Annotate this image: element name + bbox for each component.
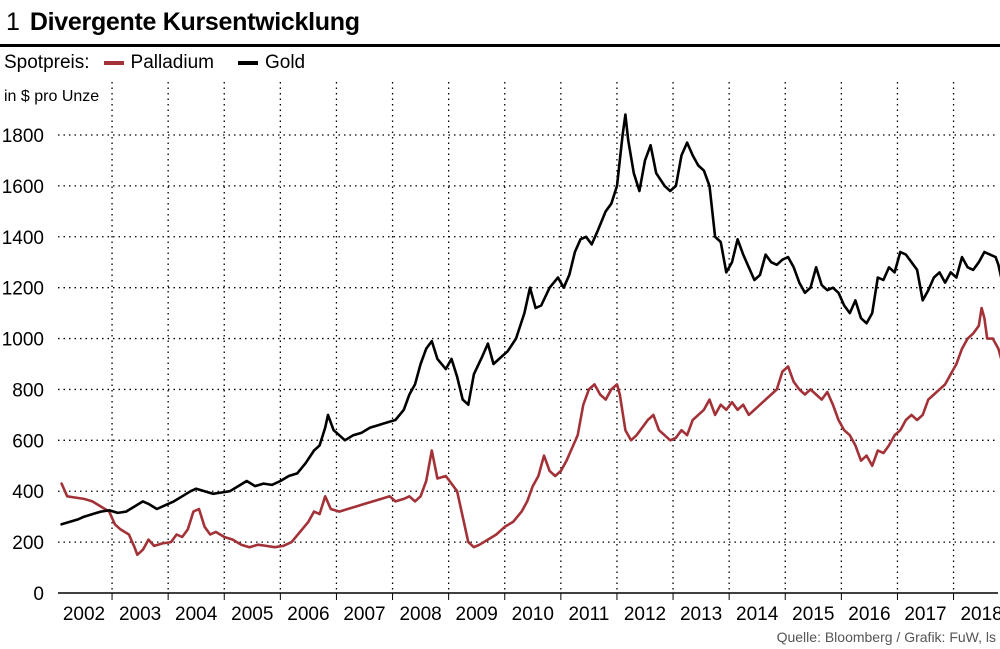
y-tick-label: 0: [33, 584, 44, 605]
x-tick-label: 2006: [287, 604, 329, 625]
legend-text-gold: Gold: [264, 52, 306, 73]
x-tick-label: 2015: [792, 604, 834, 625]
y-tick-label: 400: [12, 482, 44, 503]
x-tick-label: 2010: [512, 604, 554, 625]
y-tick-label: 200: [12, 533, 44, 554]
title-rule: [0, 44, 1000, 47]
y-tick-label: 1400: [2, 228, 44, 249]
legend-swatch-palladium: [103, 61, 124, 65]
y-tick-label: 1200: [2, 279, 44, 300]
x-tick-label: 2007: [343, 604, 385, 625]
x-tick-label: 2013: [680, 604, 722, 625]
grid: [58, 82, 998, 593]
x-tick-label: 2016: [848, 604, 890, 625]
x-tick-label: 2005: [231, 604, 273, 625]
legend-item-gold: Gold: [237, 52, 306, 74]
chart-number: 1: [6, 8, 20, 36]
legend-swatch-gold: [237, 61, 258, 65]
y-tick-label: 1600: [2, 177, 44, 198]
x-tick-label: 2009: [456, 604, 498, 625]
x-tick-label: 2014: [736, 604, 779, 625]
legend-text-palladium: Palladium: [130, 52, 214, 73]
legend-item-palladium: Palladium: [103, 52, 214, 74]
x-axis-ticks: 2002 2003 2004 2005 2006 2007 2008 2009 2010 2011…: [63, 593, 1000, 625]
series-line-palladium: [60, 306, 1000, 557]
y-tick-label: 800: [12, 380, 44, 401]
x-tick-label: 2017: [904, 604, 946, 625]
x-tick-label: 2018: [960, 604, 1000, 625]
x-tick-label: 2002: [63, 604, 105, 625]
source-note: Quelle: Bloomberg / Grafik: FuW, ls: [776, 629, 996, 645]
y-tick-label: 1000: [2, 330, 44, 351]
y-axis-ticks: 0 200 400 600 800 1000 1200 1400 1600 1800: [2, 126, 44, 605]
series-lines: [60, 113, 1000, 557]
y-tick-label: 600: [12, 431, 44, 452]
x-tick-label: 2004: [175, 604, 218, 625]
y-tick-label: 1800: [2, 126, 44, 147]
chart-title-text: Divergente Kursentwicklung: [29, 8, 360, 36]
legend-label: Spotpreis:: [4, 52, 90, 73]
chart-title: 1 Divergente Kursentwicklung: [6, 8, 360, 37]
x-tick-label: 2011: [568, 604, 609, 625]
x-tick-label: 2008: [399, 604, 441, 625]
y-axis-unit-label: in $ pro Unze: [4, 88, 100, 105]
series-line-gold: [60, 113, 1000, 526]
x-tick-label: 2012: [624, 604, 666, 625]
legend: Spotpreis: Palladium Gold: [4, 52, 329, 74]
x-tick-label: 2003: [119, 604, 161, 625]
